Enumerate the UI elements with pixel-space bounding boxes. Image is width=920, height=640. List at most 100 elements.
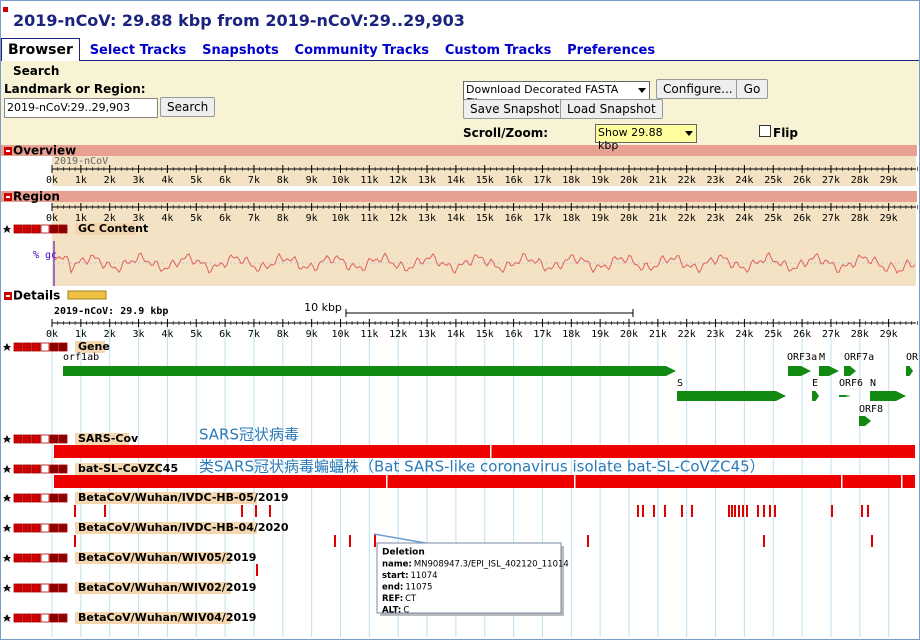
variant[interactable] bbox=[742, 505, 744, 517]
track-icon[interactable] bbox=[58, 464, 68, 474]
track-icon[interactable] bbox=[40, 523, 50, 533]
track-icon[interactable] bbox=[49, 583, 59, 593]
track-label[interactable]: bat-SL-CoVZC45 bbox=[78, 462, 178, 475]
track-icon[interactable] bbox=[22, 464, 32, 474]
gene-feature[interactable] bbox=[788, 366, 811, 376]
track-icon[interactable] bbox=[49, 493, 59, 503]
variant[interactable] bbox=[334, 535, 336, 547]
track-icon[interactable] bbox=[13, 493, 23, 503]
section-title[interactable]: Region bbox=[13, 190, 60, 204]
track-icon[interactable] bbox=[31, 613, 41, 623]
track-icon[interactable] bbox=[22, 583, 32, 593]
variant[interactable] bbox=[653, 505, 655, 517]
track-label[interactable]: GC Content bbox=[78, 222, 148, 235]
track-label[interactable]: BetaCoV/Wuhan/WIV05/2019 bbox=[78, 551, 256, 564]
track-icon[interactable] bbox=[40, 493, 50, 503]
track-icon[interactable] bbox=[58, 583, 68, 593]
track-icon[interactable] bbox=[13, 224, 23, 234]
track-icon[interactable] bbox=[31, 553, 41, 563]
variant[interactable] bbox=[241, 505, 243, 517]
track-icon[interactable] bbox=[22, 224, 32, 234]
track-icon[interactable] bbox=[13, 464, 23, 474]
landmark-input[interactable]: 2019-nCoV:29..29,903 bbox=[4, 98, 158, 118]
alignment-bar[interactable] bbox=[54, 475, 915, 488]
track-icon[interactable] bbox=[31, 583, 41, 593]
save-snapshot-button[interactable]: Save Snapshot bbox=[463, 99, 567, 119]
variant[interactable] bbox=[831, 505, 833, 517]
track-icon[interactable] bbox=[40, 553, 50, 563]
track-label[interactable]: BetaCoV/Wuhan/IVDC-HB-04/2020 bbox=[78, 521, 289, 534]
flip-checkbox[interactable] bbox=[759, 125, 771, 137]
section-title[interactable]: Overview bbox=[13, 144, 76, 158]
track-icon[interactable] bbox=[31, 464, 41, 474]
gene-feature[interactable] bbox=[819, 366, 839, 376]
variant[interactable] bbox=[731, 505, 733, 517]
variant[interactable] bbox=[74, 505, 76, 517]
variant[interactable] bbox=[757, 505, 759, 517]
favorite-icon[interactable] bbox=[3, 435, 11, 443]
alignment-bar[interactable] bbox=[54, 445, 915, 458]
variant[interactable] bbox=[637, 505, 639, 517]
track-icon[interactable] bbox=[31, 342, 41, 352]
variant[interactable] bbox=[728, 505, 730, 517]
favorite-icon[interactable] bbox=[3, 584, 11, 592]
tab[interactable]: Browser bbox=[1, 38, 80, 62]
track-icon[interactable] bbox=[58, 342, 68, 352]
tab[interactable]: Custom Tracks bbox=[444, 43, 552, 58]
track-icon[interactable] bbox=[58, 434, 68, 444]
variant[interactable] bbox=[763, 535, 765, 547]
track-label[interactable]: BetaCoV/Wuhan/WIV02/2019 bbox=[78, 581, 256, 594]
gene-feature[interactable] bbox=[812, 391, 819, 401]
gene-feature[interactable] bbox=[859, 416, 871, 426]
favorite-icon[interactable] bbox=[3, 225, 11, 233]
tab[interactable]: Select Tracks bbox=[89, 43, 187, 58]
track-icon[interactable] bbox=[13, 583, 23, 593]
zoom-select[interactable]: Show 29.88 kbp bbox=[595, 124, 697, 152]
track-icon[interactable] bbox=[58, 613, 68, 623]
favorite-icon[interactable] bbox=[3, 343, 11, 351]
track-icon[interactable] bbox=[49, 523, 59, 533]
variant[interactable] bbox=[664, 505, 666, 517]
track-icon[interactable] bbox=[58, 523, 68, 533]
gene-feature[interactable] bbox=[844, 366, 856, 376]
variant[interactable] bbox=[746, 505, 748, 517]
track-icon[interactable] bbox=[58, 553, 68, 563]
gene-feature[interactable] bbox=[677, 391, 786, 401]
track-icon[interactable] bbox=[22, 434, 32, 444]
section-title[interactable]: Details bbox=[13, 289, 60, 303]
variant[interactable] bbox=[867, 505, 869, 517]
variant[interactable] bbox=[871, 535, 873, 547]
section-title[interactable]: Search bbox=[13, 64, 60, 78]
track-icon[interactable] bbox=[22, 342, 32, 352]
track-icon[interactable] bbox=[49, 434, 59, 444]
track-icon[interactable] bbox=[40, 583, 50, 593]
variant[interactable] bbox=[738, 505, 740, 517]
track-icon[interactable] bbox=[22, 553, 32, 563]
track-icon[interactable] bbox=[31, 434, 41, 444]
track-icon[interactable] bbox=[49, 464, 59, 474]
track-icon[interactable] bbox=[13, 613, 23, 623]
load-snapshot-button[interactable]: Load Snapshot bbox=[560, 99, 663, 119]
variant[interactable] bbox=[587, 535, 589, 547]
track-icon[interactable] bbox=[13, 523, 23, 533]
variant[interactable] bbox=[769, 505, 771, 517]
track-label[interactable]: BetaCoV/Wuhan/IVDC-HB-05/2019 bbox=[78, 491, 288, 504]
track-icon[interactable] bbox=[22, 493, 32, 503]
variant[interactable] bbox=[255, 505, 257, 517]
gene-feature[interactable] bbox=[906, 366, 913, 376]
variant[interactable] bbox=[734, 505, 736, 517]
track-icon[interactable] bbox=[22, 523, 32, 533]
track-label[interactable]: BetaCoV/Wuhan/WIV04/2019 bbox=[78, 611, 256, 624]
gene-feature[interactable] bbox=[63, 366, 676, 376]
variant[interactable] bbox=[774, 505, 776, 517]
tab[interactable]: Preferences bbox=[567, 43, 656, 58]
track-icon[interactable] bbox=[58, 224, 68, 234]
track-icon[interactable] bbox=[31, 224, 41, 234]
track-label[interactable]: SARS-Cov bbox=[78, 432, 139, 445]
track-icon[interactable] bbox=[49, 613, 59, 623]
favorite-icon[interactable] bbox=[3, 494, 11, 502]
track-icon[interactable] bbox=[58, 493, 68, 503]
search-button[interactable]: Search bbox=[160, 97, 216, 117]
track-icon[interactable] bbox=[40, 434, 50, 444]
favorite-icon[interactable] bbox=[3, 524, 11, 532]
